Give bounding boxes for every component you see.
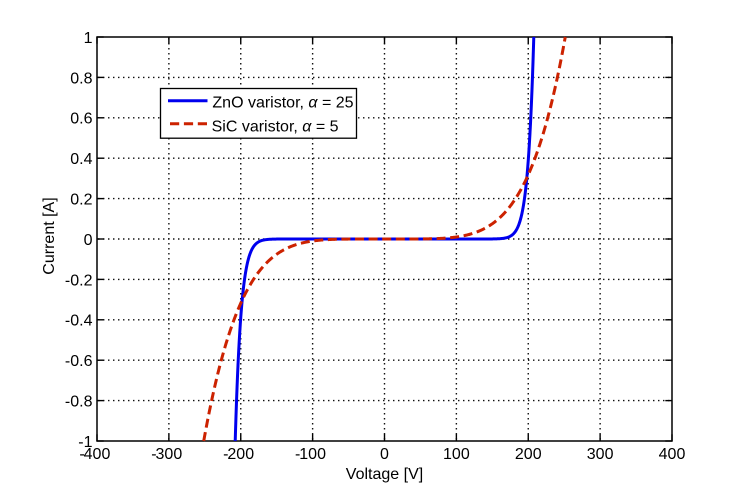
svg-text:0.2: 0.2 (70, 192, 92, 209)
svg-text:400: 400 (84, 446, 111, 463)
svg-text:200: 200 (515, 446, 542, 463)
svg-text:1: 1 (84, 30, 93, 47)
svg-text:300: 300 (587, 446, 614, 463)
svg-text:SiC varistor, α = 5: SiC varistor, α = 5 (212, 118, 339, 135)
svg-text:100: 100 (299, 446, 326, 463)
svg-text:ZnO varistor, α = 25: ZnO varistor, α = 25 (212, 94, 353, 111)
svg-text:Voltage [V]: Voltage [V] (346, 466, 423, 483)
svg-text:0: 0 (380, 446, 389, 463)
svg-text:0.4: 0.4 (70, 151, 92, 168)
svg-text:-: - (151, 446, 156, 463)
svg-text:300: 300 (156, 446, 183, 463)
svg-text:200: 200 (227, 446, 254, 463)
svg-text:-: - (223, 446, 228, 463)
svg-text:-0.2: -0.2 (65, 272, 93, 289)
svg-text:100: 100 (443, 446, 470, 463)
svg-text:0.8: 0.8 (70, 70, 92, 87)
svg-text:-0.6: -0.6 (65, 353, 93, 370)
svg-text:-0.8: -0.8 (65, 394, 93, 411)
svg-text:-0.4: -0.4 (65, 313, 93, 330)
svg-text:-: - (295, 446, 300, 463)
svg-text:400: 400 (659, 446, 686, 463)
svg-text:0: 0 (84, 232, 93, 249)
svg-text:0.6: 0.6 (70, 111, 92, 128)
svg-text:-1: -1 (78, 434, 92, 451)
svg-text:Current [A]: Current [A] (41, 197, 58, 274)
svg-text:-: - (79, 446, 84, 463)
